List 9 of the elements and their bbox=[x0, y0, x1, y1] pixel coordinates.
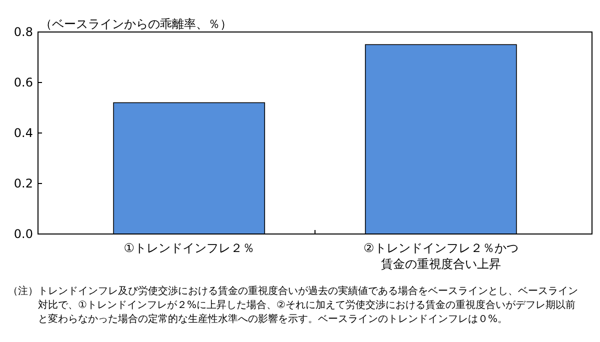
y-tick-label: 0.2 bbox=[14, 176, 33, 191]
y-tick-label: 0.0 bbox=[14, 227, 33, 242]
text: （注）トレンドインフレ及び労使交渉における賃金の重視度合いが過去の実績値である場合をベースラインとし、ベースライン対比で、①トレンドインフレが２%に上昇した場合、②それに加えて労使交渉における賃金の重視度合いがデフレ期以前と変わらなかった場合の定常的な生産性水準への影響を示す。ベースラインのトレンドインフレは０%。 bbox=[8, 285, 578, 325]
y-tick-label: 0.6 bbox=[14, 76, 33, 90]
y-axis-title: （ベースラインからの乖離率、％） bbox=[40, 17, 232, 31]
y-tick-label: 0.8 bbox=[14, 25, 33, 40]
x-tick-label: ②トレンドインフレ２％かつ賃金の重視度合い上昇 bbox=[364, 241, 518, 271]
x-tick-label: ①トレンドインフレ２％ bbox=[124, 241, 254, 255]
y-tick-label: 0.4 bbox=[14, 126, 33, 140]
